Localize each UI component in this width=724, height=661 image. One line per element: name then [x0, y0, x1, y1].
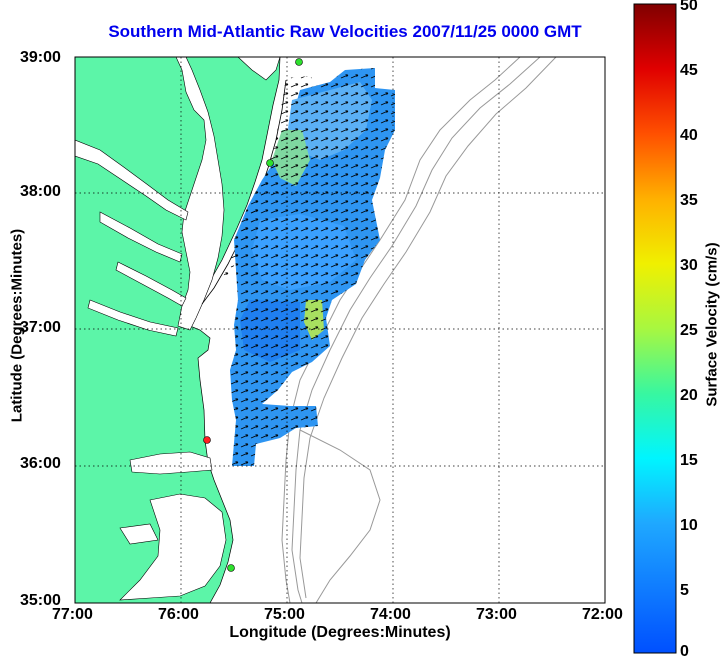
colorbar-tick-label: 35: [680, 192, 698, 209]
x-axis-label: Longitude (Degrees:Minutes): [229, 624, 451, 641]
radar-station-marker: [203, 436, 211, 444]
colorbar-tick-label: 0: [680, 643, 689, 660]
rappahannock-river: [99, 211, 183, 263]
colorbar: [633, 3, 677, 654]
colorbar-tick-label: 45: [680, 62, 698, 79]
radar-station-marker: [266, 159, 274, 167]
colorbar-tick-label: 25: [680, 322, 698, 339]
y-tick-label: 39:00: [20, 49, 61, 66]
chesapeake-bay: [175, 57, 225, 331]
potomac-river: [75, 139, 189, 221]
bathymetry-contour: [299, 429, 381, 603]
radar-station-marker: [227, 564, 235, 572]
y-tick-label: 36:00: [20, 455, 61, 472]
york-river: [115, 261, 187, 307]
colorbar-tick-label: 40: [680, 127, 698, 144]
bathymetry-contour: [281, 57, 521, 603]
delaware-bay: [237, 57, 281, 81]
plot-frame: [74, 56, 606, 604]
y-tick-label: 35:00: [20, 592, 61, 609]
bathymetry-contour: [291, 57, 541, 603]
x-tick-label: 77:00: [52, 606, 93, 623]
radar-station-marker: [295, 58, 303, 66]
james-river: [87, 299, 179, 337]
map-grid: [75, 57, 605, 603]
sound-inlet: [119, 523, 159, 545]
x-tick-label: 74:00: [370, 606, 411, 623]
pamlico-sound: [119, 493, 227, 601]
velocity-vectors-nearshore: [222, 76, 312, 280]
colorbar-tick-label: 30: [680, 257, 698, 274]
map-title: Southern Mid-Atlantic Raw Velocities 200…: [108, 22, 582, 41]
x-tick-label: 75:00: [264, 606, 305, 623]
y-tick-label: 37:00: [20, 319, 61, 336]
colorbar-tick-label: 50: [680, 0, 698, 14]
colorbar-tick-label: 15: [680, 452, 698, 469]
x-tick-label: 76:00: [158, 606, 199, 623]
colorbar-tick-label: 20: [680, 387, 698, 404]
albemarle-sound: [129, 451, 213, 475]
y-tick-label: 38:00: [20, 183, 61, 200]
colorbar-tick-label: 5: [680, 582, 689, 599]
colorbar-tick-label: 10: [680, 517, 698, 534]
x-tick-label: 73:00: [476, 606, 517, 623]
bathymetry-contour: [299, 57, 557, 599]
x-tick-label: 72:00: [582, 606, 623, 623]
